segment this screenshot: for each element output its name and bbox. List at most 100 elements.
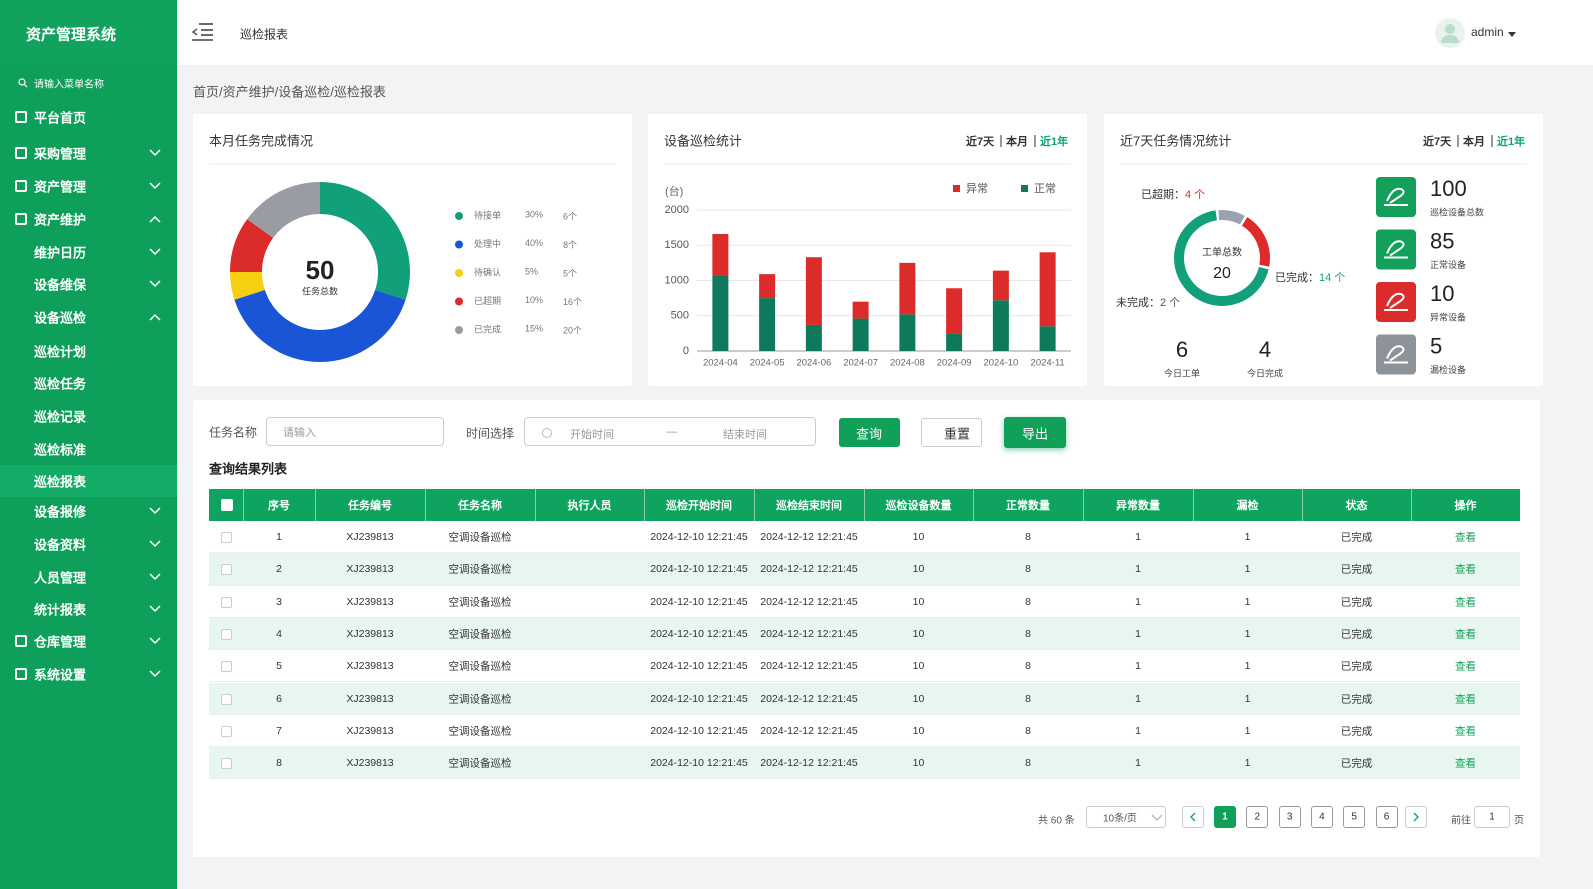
bar-segment [992,270,1009,301]
view-link[interactable]: 查看 [1455,628,1476,641]
pie-slice [1218,210,1245,225]
view-link[interactable]: 查看 [1455,660,1476,673]
clock-icon [542,428,552,438]
y-axis-label: (台) [665,184,683,198]
table-cell: 1 [1244,595,1251,608]
goto-input[interactable] [1474,806,1510,828]
menu-item[interactable]: 巡检报表 [34,474,87,490]
menu-item[interactable]: 巡检计划 [34,344,87,360]
menu-search[interactable]: 请输入菜单名称 [34,79,104,91]
pie-slice [230,219,274,272]
bar-segment [759,274,776,299]
table-cell: XJ239813 [346,595,394,608]
menu-item[interactable]: 统计报表 [34,602,87,618]
view-link[interactable]: 查看 [1455,725,1476,738]
task-input[interactable] [266,417,444,446]
page-button[interactable] [1246,806,1269,828]
row-checkbox[interactable] [221,693,232,705]
row-checkbox[interactable] [221,725,232,737]
menu-item[interactable]: 维护日历 [34,245,87,261]
view-link[interactable]: 查看 [1455,563,1476,576]
menu-item[interactable]: 巡检记录 [34,409,87,425]
chevron-line [149,573,161,581]
page-button[interactable] [1343,806,1366,828]
view-link[interactable]: 查看 [1455,693,1476,705]
menu-toggle[interactable] [192,22,214,42]
logo-bar [0,0,177,65]
view-link[interactable]: 查看 [1455,531,1476,544]
handle [23,83,28,88]
range-tab[interactable]: 本月 [1006,134,1028,148]
menu-item[interactable]: 设备报修 [34,504,87,520]
menu-item[interactable]: 平台首页 [34,110,87,126]
menu-item[interactable]: 人员管理 [34,570,87,586]
table-cell: 空调设备巡检 [448,757,512,770]
view-link[interactable]: 查看 [1455,757,1476,770]
menu-item[interactable]: 资产维护 [34,212,87,228]
menu-item[interactable]: 采购管理 [34,146,87,162]
range-tab[interactable]: 近1年 [1497,134,1525,148]
table-cell: XJ239813 [346,724,394,737]
table-cell: 8 [1025,660,1031,673]
row-checkbox[interactable] [221,532,232,543]
table-row [209,617,1520,651]
chevron [149,313,161,321]
reset-button[interactable] [921,418,982,447]
prev-button[interactable] [1182,806,1204,828]
table-cell: 7 [276,724,282,737]
bar-segment [712,233,729,276]
menu-item[interactable]: 系统设置 [34,667,87,683]
chevron [149,605,161,613]
column-header: 状态 [1345,500,1368,512]
menu-item[interactable]: 设备巡检 [34,310,87,326]
table-cell: 2024-12-12 12:21:45 [760,660,858,673]
menu-item[interactable]: 仓库管理 [34,634,87,650]
page-button[interactable] [1375,806,1398,828]
chevron-line [149,149,161,157]
chevron [149,573,161,581]
user-name[interactable]: admin [1471,25,1504,39]
range-tab[interactable]: 近1年 [1040,134,1068,148]
row-checkbox[interactable] [221,564,232,576]
menu-item[interactable]: 设备资料 [34,537,87,553]
range-tab[interactable]: 本月 [1463,134,1485,148]
page-number: 5 [1351,811,1357,823]
stat-value: 5 [1430,333,1442,358]
menu-item[interactable]: 设备维保 [34,277,87,293]
legend-count: 16个 [563,297,582,307]
menu-item[interactable]: 巡检标准 [34,442,87,458]
legend-label: 正常 [1034,182,1056,195]
row-checkbox[interactable] [221,661,232,673]
menu-item[interactable]: 资产管理 [34,179,87,195]
header-divider [1302,489,1303,521]
chevron-line [149,540,161,548]
row-checkbox[interactable] [221,596,232,608]
date-range[interactable] [524,417,816,446]
bar-segment [712,275,729,351]
table-cell: 1 [1135,595,1141,608]
bar-segment [852,301,869,319]
page-button[interactable] [1214,806,1236,828]
header-checkbox[interactable] [221,499,233,511]
table-cell: XJ239813 [346,757,394,770]
view-link[interactable]: 查看 [1455,596,1476,609]
range-tab[interactable]: 近7天 [966,134,995,148]
menu-item[interactable]: 巡检任务 [34,376,87,392]
row-checkbox[interactable] [221,628,232,640]
table-cell: 1 [1135,660,1141,673]
query-button[interactable] [839,418,900,447]
range-tab[interactable]: 近7天 [1423,134,1452,148]
y-tick-label: 500 [671,310,689,322]
legend-percent: 15% [525,323,543,333]
legend-dot [455,240,463,249]
next-button[interactable] [1405,806,1427,828]
pager-arrow-line [1413,812,1419,822]
export-button[interactable] [1004,417,1066,448]
page-button[interactable] [1278,806,1301,828]
reset-button-label: 重置 [943,426,971,442]
row-checkbox[interactable] [221,758,232,770]
page-button[interactable] [1310,806,1333,828]
page-size-select[interactable] [1086,806,1166,828]
table-cell: 1 [1135,724,1141,737]
